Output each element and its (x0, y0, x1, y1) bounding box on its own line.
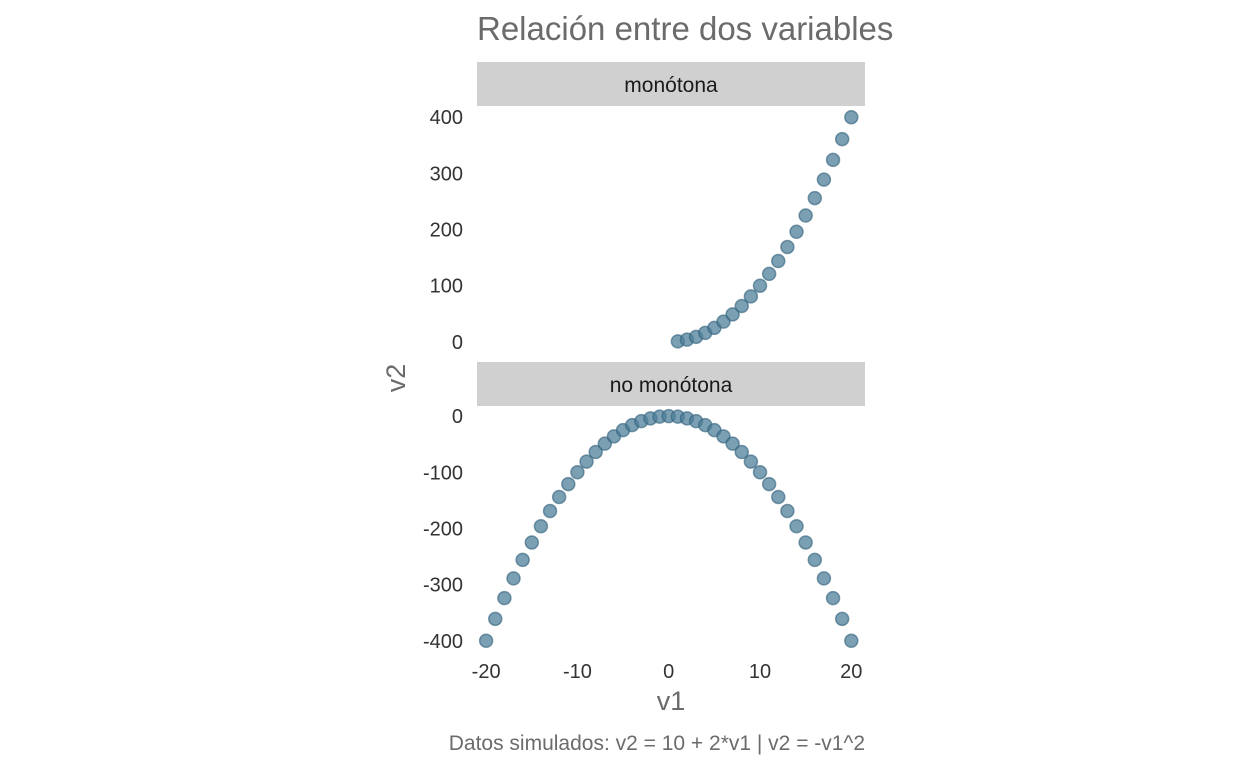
data-point (844, 633, 859, 649)
data-point (588, 444, 603, 460)
data-point (798, 208, 813, 223)
data-point (524, 535, 540, 550)
data-point (834, 131, 850, 147)
y-tick-label: 200 (430, 220, 463, 242)
data-point (798, 535, 813, 550)
data-point (844, 109, 859, 125)
strip-monotona (477, 62, 865, 106)
data-point (807, 190, 823, 206)
x-axis-title: v1 (657, 686, 686, 716)
y-ticks-no-monotona: 0 -100 -200 -300 -400 (423, 406, 463, 653)
y-tick-label: 400 (430, 107, 463, 129)
data-point (497, 590, 512, 606)
data-point (734, 444, 750, 460)
points-no-monotona (478, 408, 859, 649)
data-point (771, 489, 786, 505)
data-point (725, 307, 740, 322)
x-tick-label: -10 (563, 661, 592, 683)
y-tick-label: -200 (423, 518, 463, 540)
chart-caption: Datos simulados: v2 = 10 + 2*v1 | v2 = -… (449, 732, 865, 755)
y-tick-label: 0 (452, 406, 463, 428)
data-point (752, 465, 768, 480)
data-point (761, 476, 777, 492)
data-point (551, 489, 567, 505)
x-tick-label: 10 (749, 661, 771, 683)
data-point (789, 224, 804, 240)
y-tick-label: 0 (452, 332, 463, 354)
data-point (807, 552, 823, 568)
data-point (579, 454, 594, 469)
data-point (561, 476, 576, 492)
data-point (789, 518, 804, 534)
data-point (780, 503, 795, 519)
strip-label-no-monotona: no monótona (610, 374, 733, 397)
data-point (761, 266, 777, 282)
y-axis-title: v2 (381, 364, 411, 393)
data-point (743, 454, 759, 469)
y-tick-label: 300 (430, 163, 463, 185)
data-point (771, 253, 786, 269)
data-point (478, 633, 494, 649)
data-point (533, 518, 549, 534)
y-ticks-monotona: 0 100 200 300 400 (430, 107, 463, 354)
x-ticks: -20 -10 0 10 20 (472, 661, 863, 683)
chart-title: Relación entre dos variables (477, 10, 893, 47)
data-point (825, 152, 841, 168)
y-tick-label: 100 (430, 276, 463, 298)
data-point (734, 298, 750, 314)
strip-no-monotona (477, 362, 865, 406)
data-point (816, 172, 832, 187)
data-point (542, 503, 558, 519)
x-tick-label: 0 (663, 661, 674, 683)
x-tick-label: 20 (840, 661, 862, 683)
data-point (488, 611, 503, 627)
data-point (825, 590, 841, 606)
data-point (752, 278, 768, 293)
panel-no-monotona: no monótona 0 -100 -200 -300 -400 (423, 362, 865, 653)
data-point (570, 465, 585, 480)
y-tick-label: -100 (423, 462, 463, 484)
x-tick-label: -20 (472, 661, 501, 683)
data-point (725, 436, 740, 451)
data-point (816, 571, 832, 586)
y-tick-label: -400 (423, 631, 463, 653)
panel-monotona: monótona 0 100 200 300 400 (430, 62, 865, 354)
data-point (780, 239, 795, 255)
data-point (506, 571, 521, 586)
strip-label-monotona: monótona (624, 74, 718, 97)
data-point (743, 289, 759, 304)
data-point (834, 611, 850, 627)
y-tick-label: -300 (423, 575, 463, 597)
points-monotona (670, 109, 859, 349)
data-point (515, 552, 530, 568)
